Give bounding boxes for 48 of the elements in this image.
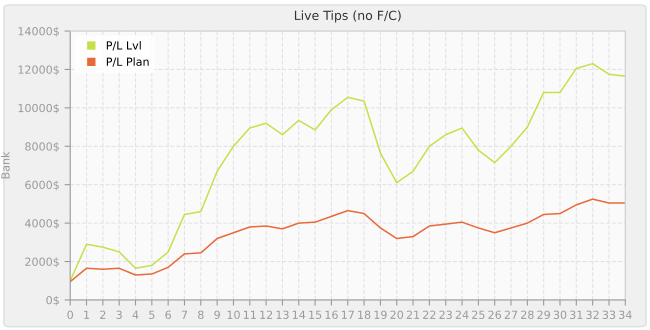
- x-tick-label: 29: [537, 310, 550, 319]
- x-tick-label: 28: [521, 310, 534, 319]
- y-tick-label: 12000$: [18, 65, 59, 76]
- x-tick-label: 23: [439, 310, 452, 319]
- y-tick-label: 4000$: [24, 218, 59, 229]
- x-tick-label: 6: [165, 310, 171, 319]
- x-tick-label: 5: [149, 310, 154, 319]
- x-tick-label: 17: [342, 310, 354, 319]
- x-tick-label: 0: [67, 310, 73, 319]
- x-tick-label: 30: [554, 310, 566, 319]
- x-tick-label: 16: [326, 310, 338, 319]
- x-tick-label: 7: [182, 310, 188, 319]
- x-tick-label: 25: [472, 310, 484, 319]
- x-tick-label: 27: [504, 310, 518, 319]
- x-tick-label: 14: [292, 310, 306, 319]
- x-tick-label: 26: [488, 310, 502, 319]
- x-tick-label: 8: [198, 310, 204, 319]
- x-tick-label: 3: [116, 310, 122, 319]
- x-tick-label: 19: [374, 310, 387, 319]
- x-tick-label: 11: [244, 310, 256, 319]
- y-axis-title: Bank: [1, 152, 10, 178]
- x-tick-label: 33: [602, 310, 616, 319]
- line-series: [70, 198, 626, 282]
- x-tick-label: 9: [214, 310, 220, 319]
- x-tick-label: 18: [358, 310, 370, 319]
- x-tick-label: 20: [390, 310, 404, 319]
- x-tick-label: 13: [276, 310, 289, 319]
- x-tick-label: 31: [570, 310, 582, 319]
- legend-label: P/L Plan: [106, 57, 149, 67]
- legend-label: P/L Lvl: [106, 41, 141, 50]
- x-tick-label: 32: [586, 310, 599, 319]
- x-tick-label: 2: [100, 310, 106, 319]
- x-tick-label: 21: [406, 310, 420, 319]
- y-tick-label: 8000$: [25, 142, 59, 152]
- x-tick-label: 12: [260, 310, 272, 319]
- y-tick-label: 0$: [46, 296, 59, 306]
- x-tick-label: 4: [132, 310, 138, 319]
- y-tick-label: 10000$: [18, 104, 59, 114]
- x-tick-label: 10: [228, 310, 240, 319]
- x-tick-label: 34: [619, 310, 632, 319]
- x-tick-label: 15: [309, 310, 322, 319]
- x-tick-label: 22: [423, 310, 436, 319]
- y-tick-label: 14000$: [18, 26, 59, 37]
- x-tick-label: 1: [84, 310, 90, 319]
- chart-title: Live Tips (no F/C): [294, 10, 401, 23]
- y-tick-label: 2000$: [25, 257, 59, 268]
- x-tick-label: 24: [456, 310, 468, 319]
- y-tick-label: 6000$: [25, 180, 59, 191]
